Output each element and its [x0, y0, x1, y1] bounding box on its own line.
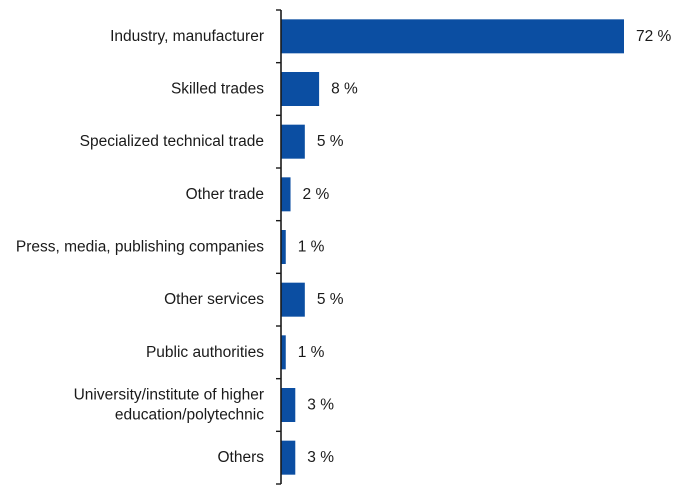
value-label: 8 % — [331, 81, 358, 98]
bar — [281, 19, 624, 54]
category-label: Others — [217, 449, 264, 466]
bar — [281, 177, 291, 212]
bars — [281, 19, 624, 475]
category-label: Specialized technical trade — [80, 133, 264, 150]
axis-ticks — [276, 9, 281, 485]
category-label: Public authorities — [146, 344, 264, 361]
category-label: Industry, manufacturer — [110, 28, 264, 45]
value-label: 1 % — [298, 239, 325, 256]
value-label: 1 % — [298, 344, 325, 361]
value-labels: 72 % 8 % 5 % 2 % 1 % 5 % 1 % 3 % 3 % — [298, 28, 672, 466]
value-label: 3 % — [307, 397, 334, 414]
bar — [281, 230, 286, 264]
bar — [281, 282, 305, 317]
value-label: 3 % — [307, 449, 334, 466]
bar — [281, 335, 286, 370]
value-label: 5 % — [317, 133, 344, 150]
category-label: Skilled trades — [171, 81, 264, 98]
category-label: University/institute of higher — [74, 387, 264, 404]
bar — [281, 124, 305, 159]
category-label: Other trade — [186, 186, 264, 203]
category-label: education/polytechnic — [115, 407, 264, 424]
category-label: Press, media, publishing companies — [16, 239, 264, 256]
bar — [281, 388, 296, 422]
category-label: Other services — [164, 291, 264, 308]
bar — [281, 440, 296, 475]
bar — [281, 72, 320, 106]
value-label: 2 % — [303, 186, 330, 203]
value-label: 72 % — [636, 28, 672, 45]
category-labels: Industry, manufacturer Skilled trades Spec… — [16, 28, 264, 466]
value-label: 5 % — [317, 291, 344, 308]
